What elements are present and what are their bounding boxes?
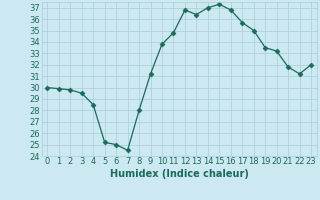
X-axis label: Humidex (Indice chaleur): Humidex (Indice chaleur) bbox=[110, 169, 249, 179]
